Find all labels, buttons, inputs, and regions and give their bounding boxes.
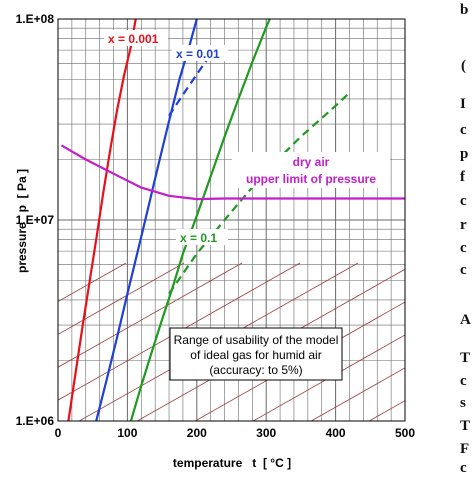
label-upper-limit: upper limit of pressure [246,172,376,186]
isochore-line [368,400,405,421]
label-x-0-1: x = 0.1 [180,231,217,245]
usability-line-2: of ideal gas for humid air [190,348,321,362]
page-fragment: p [460,146,469,162]
tick-labels: 0 100 200 300 400 500 1.E+08 1.E+07 1.E+06 [16,12,416,440]
page-fragment: ( [461,58,466,74]
page-fragment: A [460,312,471,328]
label-x-0-01: x = 0.01 [176,47,220,61]
page-fragment: r [460,217,467,233]
series-line-0 [67,19,137,421]
x-tick-label: 300 [256,426,276,440]
page-fragment: c [460,193,467,209]
label-x-0-001: x = 0.001 [108,32,159,46]
series-line-5 [60,144,405,201]
x-tick-label: 0 [55,426,62,440]
page-fragment: f [460,169,465,185]
page-fragment: F [460,441,470,457]
page-fragment: c [460,262,467,278]
isochore-line [58,262,127,302]
page-fragment: c [460,240,467,256]
label-bg-dry-air [232,152,390,188]
page-fragment: b [460,2,469,18]
page-fragment: c [460,122,467,138]
usability-line-1: Range of usability of the model [174,333,339,347]
page-fragment: T [460,350,471,366]
label-bg-x1 [176,229,228,245]
x-tick-label: 200 [187,426,207,440]
label-bg-x001 [104,30,168,46]
x-tick-label: 400 [326,426,346,440]
plot-frame [57,18,406,422]
x-axis-label: temperature t [ °C ] [173,456,291,470]
y-tick-label: 1.E+07 [16,213,55,227]
isochore-line [58,262,243,368]
label-bg-x01 [172,45,228,61]
page-fragment: s [460,395,466,411]
page-fragment: c [460,373,467,389]
y-axis-label: pressure p [ Pa ] [15,169,29,273]
usability-line-3: (accuracy: to 5%) [209,363,302,377]
isochore-line [58,262,185,335]
y-tick-label: 1.E+06 [16,414,55,428]
page-fragment: T [460,418,471,434]
label-dry-air: dry air [293,155,330,169]
x-tick-label: 500 [395,426,415,440]
isochore-line [58,262,301,401]
y-tick-label: 1.E+08 [16,12,55,26]
isochore-line [252,334,405,421]
usability-box [169,327,343,381]
page-fragment: c [460,460,467,476]
isochore-line [310,367,405,421]
series-line-2 [168,58,209,117]
series-line-1 [95,19,198,421]
series-line-3 [129,19,271,421]
x-tick-label: 100 [117,426,137,440]
page-fragment: I [460,96,466,112]
